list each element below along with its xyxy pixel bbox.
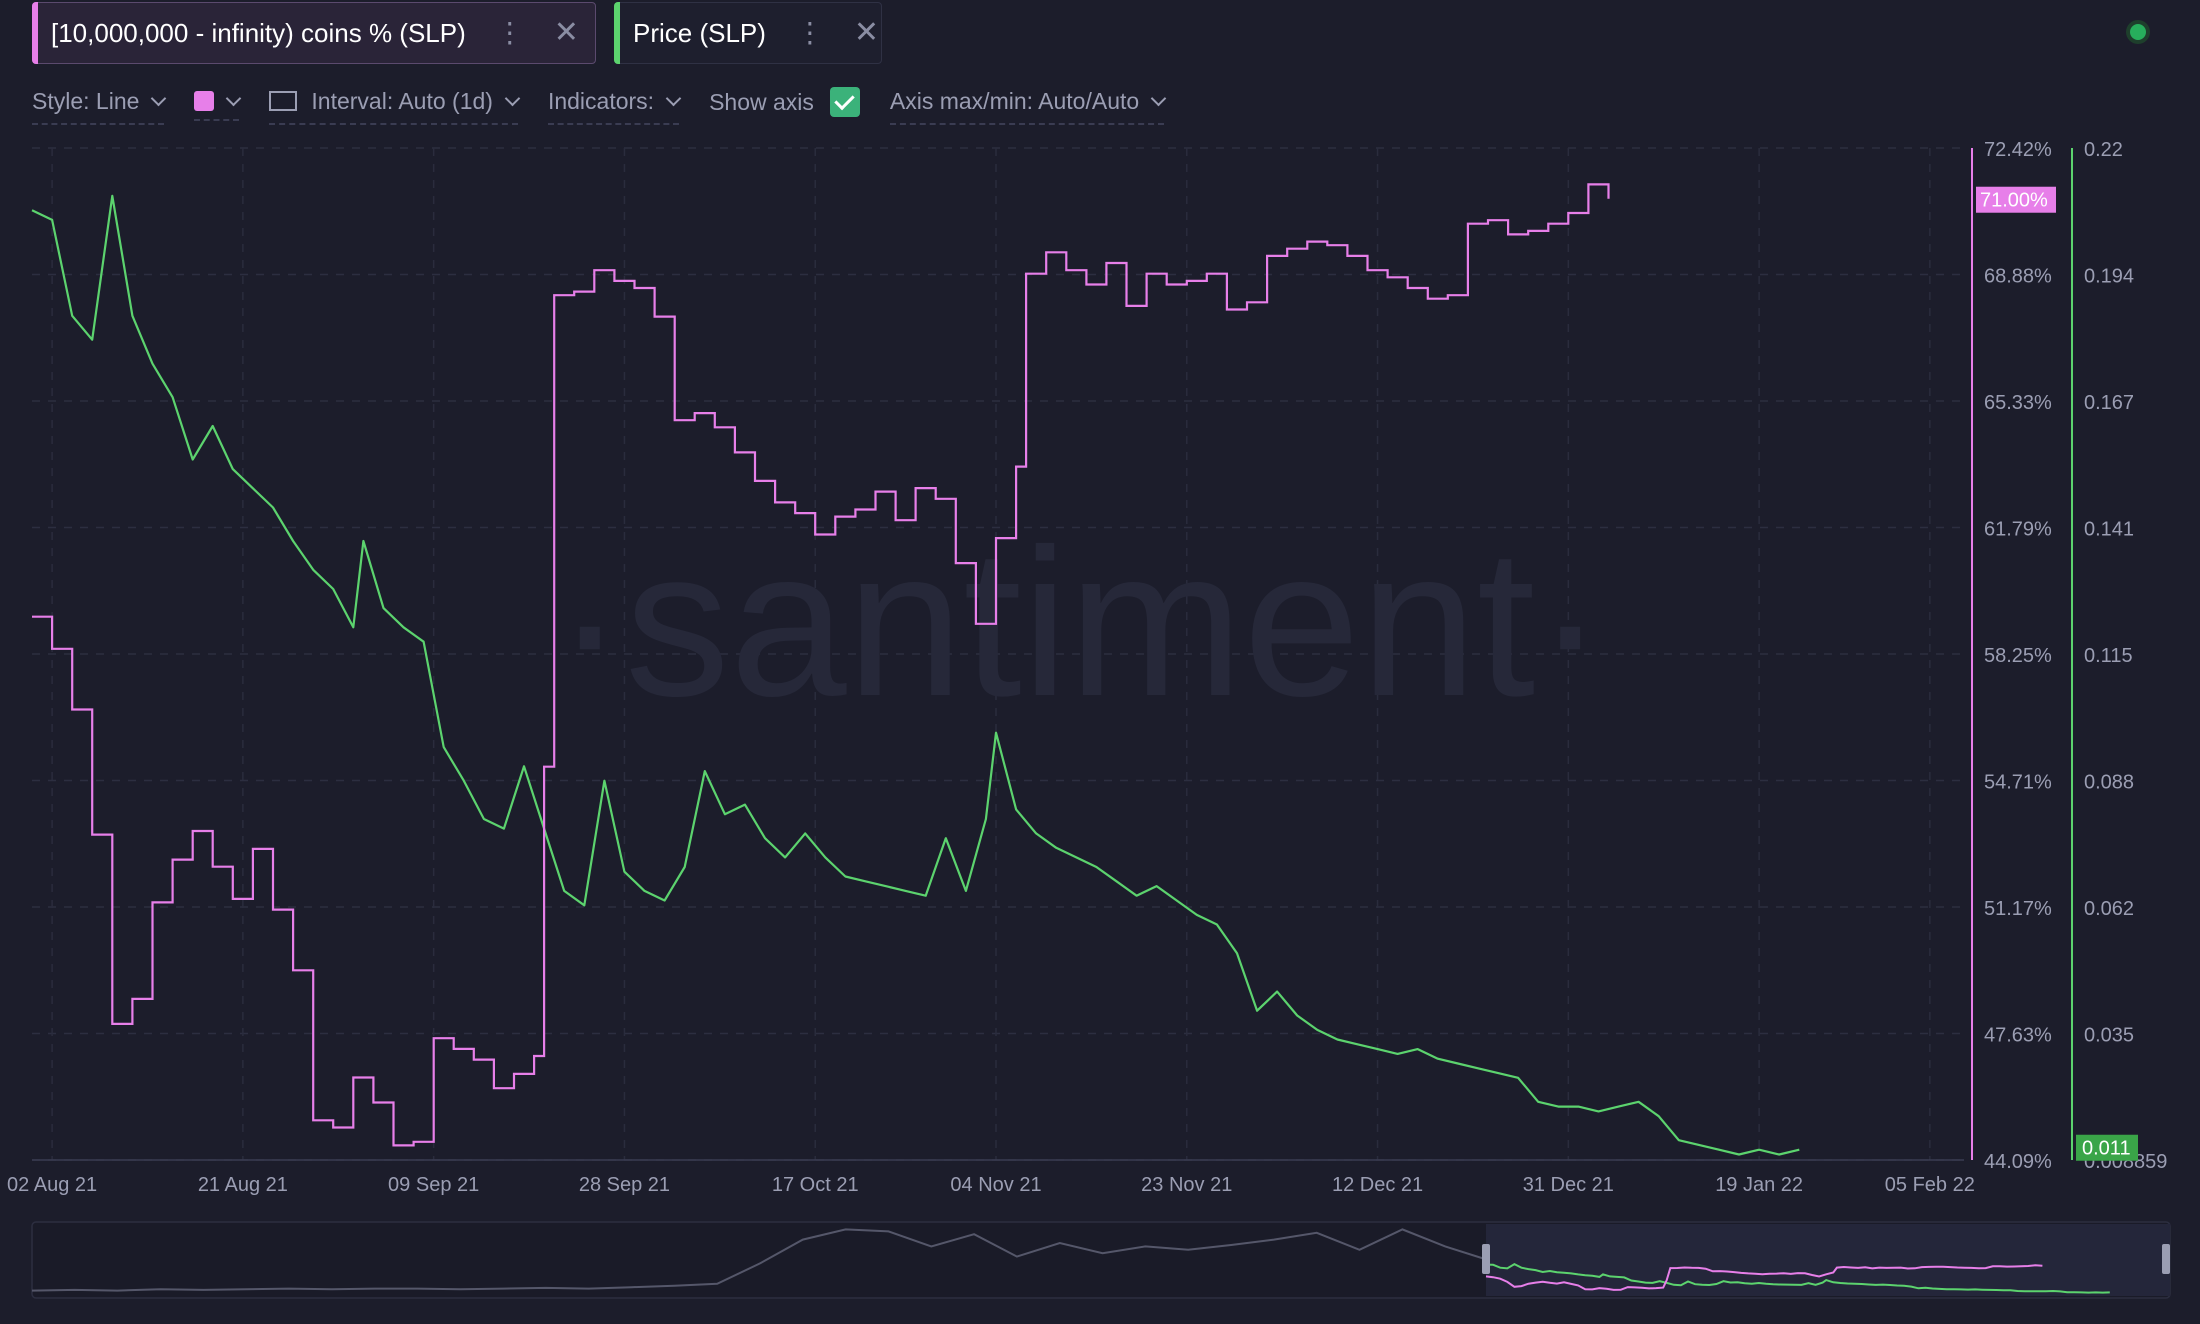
right-axis-tick-label: 0.062	[2084, 898, 2134, 920]
right-axis-tick-label: 0.141	[2084, 519, 2134, 541]
navigator-history-line	[31, 1228, 1489, 1292]
left-axis-tick-label: 54.71%	[1984, 772, 2052, 794]
axis-maxmin-dropdown[interactable]: Axis max/min: Auto/Auto	[889, 87, 1167, 125]
style-label: Style: Line	[32, 87, 140, 114]
holders-last-value: 71.00%	[1980, 190, 2048, 212]
chevron-down-icon	[1150, 90, 1167, 106]
style-dropdown[interactable]: Style: Line	[32, 87, 167, 125]
tab-price-metric[interactable]: Price (SLP) ⋮ ✕	[614, 2, 882, 64]
indicators-dropdown[interactable]: Indicators:	[547, 87, 682, 125]
navigator-frame	[31, 1221, 2171, 1299]
show-axis-toggle[interactable]: Show axis	[709, 87, 860, 125]
navigator-right-handle	[2162, 1244, 2170, 1274]
holders-series-line	[32, 183, 1610, 1147]
left-axis-tick-label: 44.09%	[1984, 1151, 2052, 1173]
navigator-price-line	[1485, 1262, 2110, 1294]
right-axis-tick-label: 0.167	[2084, 392, 2134, 414]
price-series-line	[31, 194, 1800, 1156]
x-axis-tick-label: 17 Oct 21	[772, 1174, 859, 1196]
chevron-down-icon	[665, 90, 682, 106]
right-axis-tick-label: 0.194	[2084, 266, 2134, 288]
close-icon[interactable]: ✕	[853, 16, 880, 49]
right-axis-tick-label: 0.115	[2084, 645, 2133, 667]
more-options-icon[interactable]: ⋮	[795, 17, 824, 48]
right-axis-tick-label: 0.22	[2084, 139, 2123, 161]
left-axis-tick-label: 58.25%	[1984, 645, 2052, 667]
live-status-dot	[2130, 24, 2146, 40]
tab-label: [10,000,000 - infinity) coins % (SLP)	[51, 17, 466, 48]
chevron-down-icon	[504, 90, 521, 106]
interval-dropdown[interactable]: Interval: Auto (1d)	[269, 87, 521, 125]
color-picker[interactable]	[194, 90, 242, 121]
left-axis-tick-label: 47.63%	[1984, 1025, 2052, 1047]
left-axis-tick-label: 72.42%	[1984, 139, 2052, 161]
close-icon[interactable]: ✕	[553, 16, 579, 49]
chart-toolbar: Style: Line Interval: Auto (1d) Indicato…	[32, 84, 1194, 128]
x-axis-tick-label: 04 Nov 21	[950, 1174, 1041, 1196]
x-axis-tick-label: 23 Nov 21	[1141, 1174, 1232, 1196]
chevron-down-icon	[226, 90, 242, 106]
price-last-value-badge	[2076, 1134, 2138, 1161]
left-axis-tick-label: 65.33%	[1984, 392, 2052, 414]
more-options-icon[interactable]: ⋮	[495, 17, 524, 48]
chevron-down-icon	[151, 90, 167, 106]
left-axis-tick-label: 68.88%	[1984, 266, 2052, 288]
navigator-selection	[1486, 1224, 2170, 1296]
metric-color-bar	[614, 2, 620, 64]
x-axis-tick-label: 21 Aug 21	[198, 1174, 288, 1196]
indicators-label: Indicators:	[547, 87, 655, 114]
chart-axes: 72.42% 0.22 68.88% 0.194 65.33% 0.167 61.79% 0.…	[7, 139, 2167, 1196]
left-axis-tick-label: 51.17%	[1984, 898, 2052, 920]
x-axis-tick-label: 12 Dec 21	[1332, 1174, 1423, 1196]
interval-label: Interval: Auto (1d)	[311, 87, 493, 114]
x-axis-tick-label: 31 Dec 21	[1523, 1174, 1614, 1196]
x-axis-tick-label: 05 Feb 22	[1885, 1174, 1975, 1196]
right-axis-tick-label: 0.035	[2084, 1025, 2134, 1047]
chart-series	[31, 183, 1800, 1156]
right-axis-tick-label: 0.088	[2084, 772, 2134, 794]
interval-icon	[269, 91, 298, 111]
x-axis-tick-label: 19 Jan 22	[1715, 1174, 1803, 1196]
chart-grid	[32, 147, 1964, 1161]
tab-holders-metric[interactable]: [10,000,000 - infinity) coins % (SLP) ⋮ …	[32, 2, 596, 64]
color-swatch	[194, 91, 215, 111]
watermark: ·santiment·	[555, 505, 1605, 740]
show-axis-checkbox[interactable]	[829, 87, 860, 117]
x-axis-tick-label: 09 Sep 21	[388, 1174, 479, 1196]
tab-label: Price (SLP)	[633, 17, 766, 48]
left-axis-tick-label: 61.79%	[1984, 519, 2052, 541]
axis-maxmin-label: Axis max/min: Auto/Auto	[889, 87, 1140, 114]
navigator-holders-line	[1485, 1264, 2043, 1291]
right-axis-tick-label: 0.008859	[2084, 1151, 2167, 1173]
x-axis-tick-label: 28 Sep 21	[579, 1174, 670, 1196]
metric-color-bar	[32, 2, 38, 64]
range-navigator	[31, 1221, 2171, 1299]
holders-last-value-badge	[1976, 186, 2056, 213]
price-last-value: 0.011	[2082, 1138, 2131, 1160]
navigator-left-handle	[1482, 1244, 1490, 1274]
x-axis-tick-label: 02 Aug 21	[7, 1174, 97, 1196]
show-axis-label: Show axis	[709, 88, 814, 115]
